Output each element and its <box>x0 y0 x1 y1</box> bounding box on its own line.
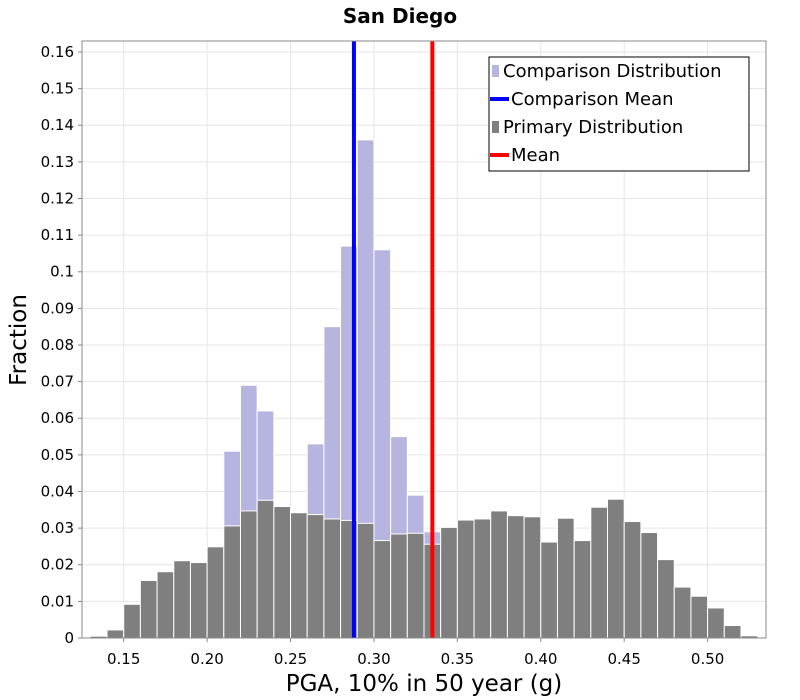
x-tick-label: 0.50 <box>691 650 724 668</box>
primary-bar <box>390 533 408 639</box>
primary-bar <box>173 560 191 639</box>
y-tick-label: 0.02 <box>41 556 74 574</box>
x-axis-label: PGA, 10% in 50 year (g) <box>286 671 563 697</box>
legend-label: Mean <box>511 145 560 166</box>
y-tick-label: 0.14 <box>41 116 74 134</box>
y-axis-label: Fraction <box>6 294 32 386</box>
y-tick-label: 0.01 <box>41 592 74 610</box>
y-tick-label: 0.08 <box>41 336 74 354</box>
primary-bar <box>106 629 125 639</box>
y-tick-label: 0.07 <box>41 373 74 391</box>
primary-bar <box>323 518 342 639</box>
y-tick-label: 0.1 <box>50 263 74 281</box>
primary-bar <box>273 506 292 639</box>
primary-bars <box>89 498 759 639</box>
primary-bar <box>640 532 659 639</box>
primary-bar <box>657 559 675 639</box>
primary-bar <box>406 532 425 639</box>
y-tick-label: 0.04 <box>41 482 74 500</box>
legend-label: Primary Distribution <box>503 117 683 138</box>
y-tick-label: 0.15 <box>41 80 74 98</box>
primary-bar <box>139 579 158 639</box>
primary-bar <box>239 510 258 639</box>
primary-bar <box>723 625 742 639</box>
y-tick-label: 0.09 <box>41 299 74 317</box>
primary-bar <box>473 518 492 639</box>
primary-bar <box>573 540 592 639</box>
x-tick-label: 0.40 <box>524 650 557 668</box>
primary-bar <box>223 525 241 639</box>
x-tick-label: 0.25 <box>274 650 307 668</box>
primary-bar <box>607 498 625 639</box>
y-tick-label: 0.12 <box>41 189 74 207</box>
legend-swatch <box>492 121 499 133</box>
primary-bar <box>556 517 575 639</box>
primary-bar <box>523 516 542 639</box>
primary-bar <box>256 499 275 639</box>
mean-lines <box>351 41 435 638</box>
y-tick-label: 0.05 <box>41 446 74 464</box>
legend-box <box>488 56 750 172</box>
primary-bar <box>123 603 141 639</box>
primary-bar <box>356 522 375 639</box>
y-tick-label: 0.06 <box>41 409 74 427</box>
x-tick-label: 0.30 <box>357 650 390 668</box>
primary-bar <box>440 526 458 639</box>
x-tick-label: 0.45 <box>607 650 640 668</box>
primary-bar <box>540 541 558 639</box>
plot-border <box>81 40 767 639</box>
primary-bar <box>590 506 609 639</box>
y-tick-label: 0 <box>64 629 74 647</box>
primary-bar <box>490 510 508 639</box>
legend-label: Comparison Mean <box>511 89 674 110</box>
legend-swatch <box>492 65 499 77</box>
primary-bar <box>206 546 225 639</box>
y-tick-label: 0.03 <box>41 519 74 537</box>
y-tick-label: 0.11 <box>41 226 74 244</box>
primary-bar <box>623 521 642 639</box>
chart-title: San Diego <box>343 4 457 28</box>
x-axis-ticks: 0.15 0.20 0.25 0.30 0.35 0.40 0.45 0.50 <box>107 638 724 668</box>
primary-bar <box>156 571 175 639</box>
primary-bar <box>306 514 325 639</box>
y-tick-label: 0.16 <box>41 43 74 61</box>
primary-bar <box>456 519 475 639</box>
primary-bar <box>707 607 725 639</box>
x-tick-label: 0.15 <box>107 650 140 668</box>
x-tick-label: 0.35 <box>441 650 474 668</box>
primary-bar <box>189 562 208 639</box>
primary-bar <box>506 515 525 639</box>
y-axis-ticks: 0 0.01 0.02 0.03 0.04 0.05 0.06 0.07 0.08 0.09 0.1… <box>41 43 82 647</box>
primary-bar <box>690 595 709 639</box>
legend: Comparison Distribution Comparison Mean Pr… <box>488 56 750 172</box>
primary-bar <box>673 586 692 639</box>
y-tick-label: 0.13 <box>41 153 74 171</box>
primary-bar <box>290 512 308 639</box>
x-tick-label: 0.20 <box>190 650 223 668</box>
legend-label: Comparison Distribution <box>503 61 722 82</box>
primary-bar <box>373 540 392 639</box>
